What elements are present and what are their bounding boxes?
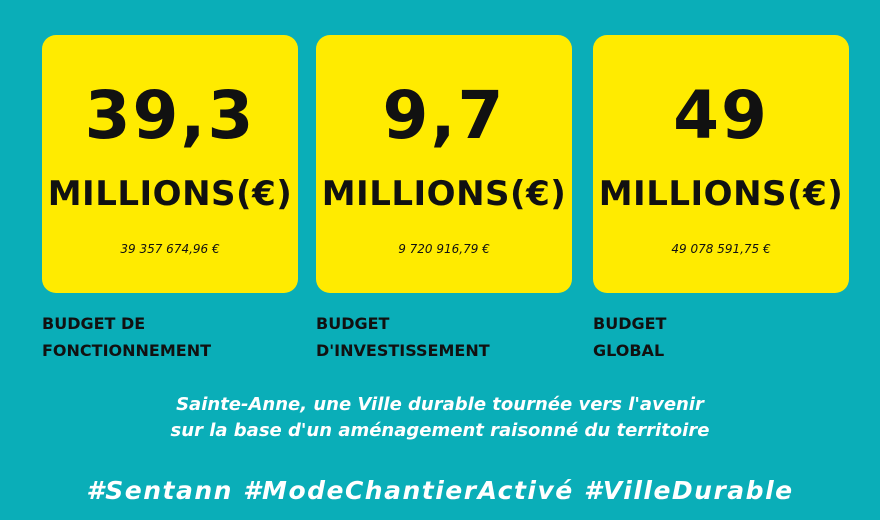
budget-card-fonctionnement: 39,3 MILLIONS(€) 39 357 674,96 € xyxy=(42,35,298,293)
budget-label-line2: GLOBAL xyxy=(593,341,665,360)
budget-label-line1: BUDGET xyxy=(316,314,390,333)
budget-label-investissement: BUDGET D'INVESTISSEMENT xyxy=(316,310,490,364)
budget-unit: MILLIONS(€) xyxy=(321,174,567,214)
budget-label-fonctionnement: BUDGET DE FONCTIONNEMENT xyxy=(42,310,211,364)
budget-label-global: BUDGET GLOBAL xyxy=(593,310,666,364)
hashtags: #Sentann #ModeChantierActivé #VilleDurab… xyxy=(86,476,794,505)
tagline-line1: Sainte-Anne, une Ville durable tournée v… xyxy=(176,394,704,415)
budget-value: 49 xyxy=(673,77,769,154)
tagline: Sainte-Anne, une Ville durable tournée v… xyxy=(0,392,880,444)
budget-label-line2: FONCTIONNEMENT xyxy=(42,341,211,360)
budget-unit: MILLIONS(€) xyxy=(598,174,844,214)
budget-unit: MILLIONS(€) xyxy=(47,174,293,214)
budget-label-line1: BUDGET xyxy=(593,314,667,333)
budget-exact-amount: 9 720 916,79 € xyxy=(398,242,490,256)
budget-exact-amount: 49 078 591,75 € xyxy=(671,242,771,256)
budget-exact-amount: 39 357 674,96 € xyxy=(120,242,220,256)
tagline-line2: sur la base d'un aménagement raisonné du… xyxy=(170,420,710,441)
budget-value: 9,7 xyxy=(382,77,506,154)
budget-card-investissement: 9,7 MILLIONS(€) 9 720 916,79 € xyxy=(316,35,572,293)
budget-value: 39,3 xyxy=(84,77,256,154)
budget-label-line2: D'INVESTISSEMENT xyxy=(316,341,490,360)
budget-label-line1: BUDGET DE xyxy=(42,314,146,333)
budget-card-global: 49 MILLIONS(€) 49 078 591,75 € xyxy=(593,35,849,293)
